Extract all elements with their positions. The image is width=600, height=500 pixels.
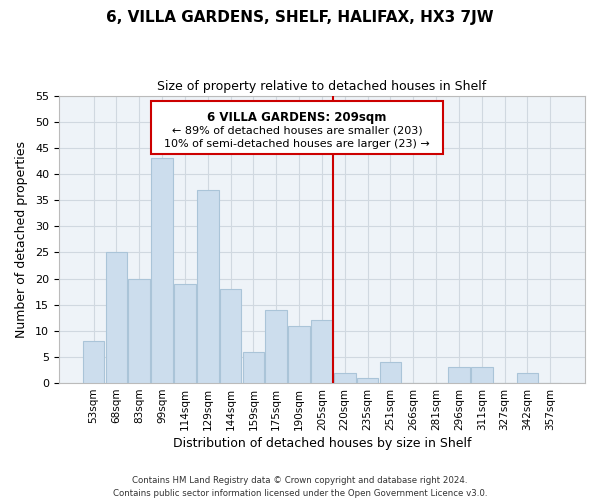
Y-axis label: Number of detached properties: Number of detached properties	[15, 141, 28, 338]
X-axis label: Distribution of detached houses by size in Shelf: Distribution of detached houses by size …	[173, 437, 471, 450]
Bar	[517, 372, 538, 383]
Bar	[265, 310, 287, 383]
Bar	[83, 341, 104, 383]
Text: Contains HM Land Registry data © Crown copyright and database right 2024.
Contai: Contains HM Land Registry data © Crown c…	[113, 476, 487, 498]
Text: 6, VILLA GARDENS, SHELF, HALIFAX, HX3 7JW: 6, VILLA GARDENS, SHELF, HALIFAX, HX3 7J…	[106, 10, 494, 25]
FancyBboxPatch shape	[151, 102, 443, 154]
Bar	[174, 284, 196, 383]
Text: ← 89% of detached houses are smaller (203): ← 89% of detached houses are smaller (20…	[172, 126, 422, 136]
Title: Size of property relative to detached houses in Shelf: Size of property relative to detached ho…	[157, 80, 487, 93]
Bar	[151, 158, 173, 383]
Bar	[311, 320, 333, 383]
Bar	[220, 289, 241, 383]
Bar	[128, 278, 150, 383]
Bar	[471, 368, 493, 383]
Text: 6 VILLA GARDENS: 209sqm: 6 VILLA GARDENS: 209sqm	[207, 112, 386, 124]
Text: 10% of semi-detached houses are larger (23) →: 10% of semi-detached houses are larger (…	[164, 138, 430, 148]
Bar	[197, 190, 218, 383]
Bar	[242, 352, 264, 383]
Bar	[106, 252, 127, 383]
Bar	[357, 378, 379, 383]
Bar	[288, 326, 310, 383]
Bar	[380, 362, 401, 383]
Bar	[334, 372, 356, 383]
Bar	[448, 368, 470, 383]
